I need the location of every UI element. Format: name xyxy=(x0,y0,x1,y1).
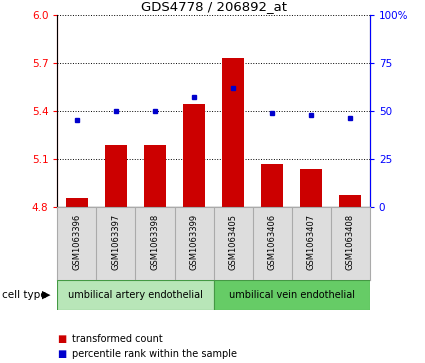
Text: ■: ■ xyxy=(57,349,67,359)
Bar xyxy=(222,58,244,207)
Bar xyxy=(144,145,166,207)
Text: GSM1063399: GSM1063399 xyxy=(190,214,198,270)
Bar xyxy=(213,280,370,310)
Text: GSM1063408: GSM1063408 xyxy=(346,214,355,270)
Text: GSM1063398: GSM1063398 xyxy=(150,214,159,270)
Text: GSM1063397: GSM1063397 xyxy=(111,214,120,270)
Text: transformed count: transformed count xyxy=(72,334,163,344)
Bar xyxy=(340,195,361,207)
Text: GSM1063405: GSM1063405 xyxy=(229,214,238,270)
Text: cell type: cell type xyxy=(2,290,47,300)
Text: percentile rank within the sample: percentile rank within the sample xyxy=(72,349,237,359)
Text: GSM1063407: GSM1063407 xyxy=(307,214,316,270)
Bar xyxy=(300,169,322,207)
Bar xyxy=(105,145,127,207)
Text: ▶: ▶ xyxy=(42,290,50,300)
Text: GSM1063396: GSM1063396 xyxy=(72,214,82,270)
Text: ■: ■ xyxy=(57,334,67,344)
Text: umbilical vein endothelial: umbilical vein endothelial xyxy=(229,290,354,300)
Text: umbilical artery endothelial: umbilical artery endothelial xyxy=(68,290,203,300)
Text: GSM1063406: GSM1063406 xyxy=(268,214,277,270)
Bar xyxy=(57,280,213,310)
Title: GDS4778 / 206892_at: GDS4778 / 206892_at xyxy=(141,0,286,13)
Bar xyxy=(66,198,88,207)
Bar xyxy=(183,104,205,207)
Bar xyxy=(261,164,283,207)
